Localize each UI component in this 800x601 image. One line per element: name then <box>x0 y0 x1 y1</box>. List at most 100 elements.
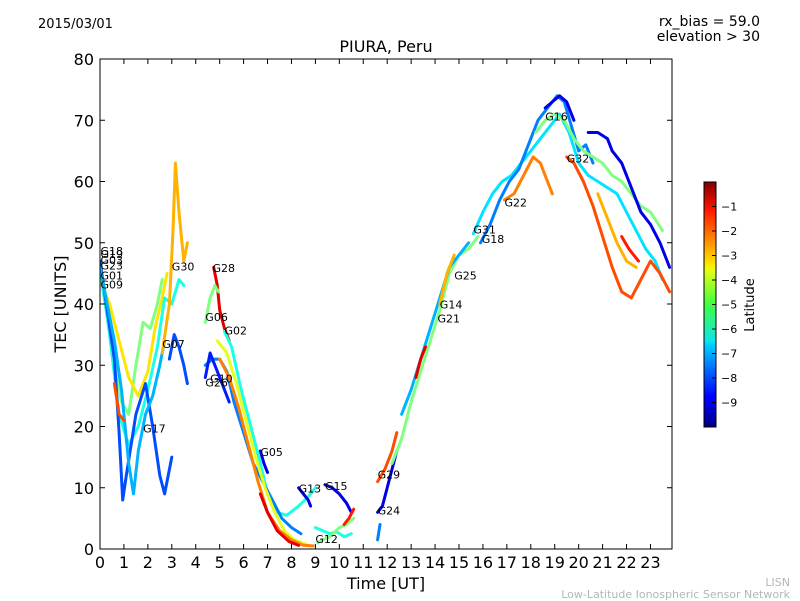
x-tick-label: 18 <box>521 553 541 572</box>
satellite-label: G02 <box>225 325 248 338</box>
series-G26 <box>203 351 231 404</box>
x-tick-label: 0 <box>95 553 105 572</box>
x-tick-label: 6 <box>239 553 249 572</box>
satellite-label: G19 <box>101 248 124 261</box>
series-main-drop-1 <box>215 339 308 546</box>
x-tick-label: 19 <box>545 553 565 572</box>
satellite-label: G01 <box>101 270 124 283</box>
series-rise-2 <box>400 241 471 416</box>
network-abbrev: LISN <box>765 576 790 589</box>
x-tick-label: 4 <box>191 553 201 572</box>
x-tick-label: 23 <box>640 553 660 572</box>
x-axis: 0 1 2 3 4 5 6 7 8 9 10 11 12 13 14 15 16 17 18 19 20 21 22 23 <box>95 59 661 572</box>
y-tick-label: 80 <box>74 50 94 69</box>
series-low-green <box>316 516 356 545</box>
series-early-2 <box>100 271 169 398</box>
x-tick-label: 11 <box>353 553 373 572</box>
x-tick-label: 20 <box>568 553 588 572</box>
colorbar-tick-label: −1 <box>721 201 737 214</box>
x-tick-label: 2 <box>143 553 153 572</box>
x-tick-label: 16 <box>473 553 493 572</box>
colorbar-tick-label: −4 <box>721 274 737 287</box>
colorbar-tick-label: −6 <box>721 323 737 336</box>
series-early-6 <box>112 382 126 422</box>
x-tick-label: 10 <box>329 553 349 572</box>
y-tick-label: 60 <box>74 173 94 192</box>
series-g12-start <box>376 523 382 542</box>
colorbar-tick-label: −8 <box>721 372 737 385</box>
series-G07 <box>167 333 189 386</box>
series-early-4 <box>100 259 174 502</box>
satellite-label: G10 <box>210 372 233 385</box>
satellite-label: G17 <box>143 423 166 436</box>
chart-title: PIURA, Peru <box>339 37 432 56</box>
date-label: 2015/03/01 <box>38 17 113 32</box>
x-tick-label: 3 <box>167 553 177 572</box>
series-late-blue <box>586 131 672 269</box>
x-tick-label: 15 <box>449 553 469 572</box>
y-axis-label: TEC [UNITS] <box>51 256 70 354</box>
series-early-5 <box>100 265 167 496</box>
series-G15 <box>323 483 353 514</box>
elevation-label: elevation > 30 <box>656 29 760 45</box>
satellite-label: G28 <box>213 262 236 275</box>
satellite-label: G26 <box>205 377 228 390</box>
series-G16-a <box>543 94 576 122</box>
x-tick-label: 9 <box>310 553 320 572</box>
x-tick-label: 21 <box>592 553 612 572</box>
y-tick-label: 30 <box>74 356 94 375</box>
satellite-label: G09 <box>101 279 124 292</box>
series-G22 <box>503 155 554 202</box>
y-tick-label: 70 <box>74 111 94 130</box>
series-G18 <box>479 94 595 245</box>
satellite-label: G32 <box>567 153 590 166</box>
satellite-label: G03 <box>101 254 124 267</box>
satellite-label: G29 <box>378 469 401 482</box>
satellite-label: G15 <box>325 480 348 493</box>
satellite-label: G18 <box>482 233 505 246</box>
series-G06 <box>203 284 220 324</box>
y-tick-label: 50 <box>74 234 94 253</box>
series-layer <box>100 94 672 548</box>
colorbar-ticks: −1 −2 −3 −4 −5 −6 −7 −8 −9 <box>712 201 737 410</box>
y-tick-label: 10 <box>74 479 94 498</box>
x-tick-label: 12 <box>377 553 397 572</box>
colorbar-tick-label: −3 <box>721 250 737 263</box>
satellite-label: G16 <box>545 110 568 123</box>
colorbar-label: Latitude <box>743 278 758 332</box>
colorbar-tick-label: −7 <box>721 348 737 361</box>
series-main-drop-3 <box>258 492 301 547</box>
series-rise-red <box>414 345 427 379</box>
satellite-label: G21 <box>438 312 461 325</box>
satellite-label: G31 <box>473 224 496 237</box>
x-tick-label: 5 <box>215 553 225 572</box>
satellite-label: G23 <box>101 260 124 273</box>
series-late-red <box>620 235 640 263</box>
x-tick-label: 13 <box>401 553 421 572</box>
colorbar-tick-label: −9 <box>721 397 737 410</box>
satellite-label: G06 <box>205 311 228 324</box>
x-tick-label: 17 <box>497 553 517 572</box>
colorbar-tick-label: −2 <box>721 225 737 238</box>
satellite-label: G25 <box>454 270 477 283</box>
satellite-label: G24 <box>378 505 401 518</box>
series-G05 <box>258 449 269 474</box>
y-tick-label: 0 <box>84 540 94 559</box>
network-name: Low-Latitude Ionospheric Sensor Network <box>561 588 790 601</box>
x-tick-label: 14 <box>425 553 445 572</box>
satellite-label: G30 <box>172 260 195 273</box>
series-G13 <box>297 486 313 508</box>
x-tick-label: 8 <box>286 553 296 572</box>
satellite-label: G14 <box>440 298 463 311</box>
y-tick-label: 40 <box>74 295 94 314</box>
series-low-red <box>342 507 356 526</box>
series-G32 <box>565 155 672 300</box>
series-G29 <box>376 431 399 484</box>
x-tick-label: 22 <box>616 553 636 572</box>
series-rise-1 <box>390 235 480 465</box>
y-axis: 0 10 20 30 40 50 60 70 80 <box>74 50 672 559</box>
x-tick-label: 1 <box>119 553 129 572</box>
x-tick-label: 7 <box>262 553 272 572</box>
